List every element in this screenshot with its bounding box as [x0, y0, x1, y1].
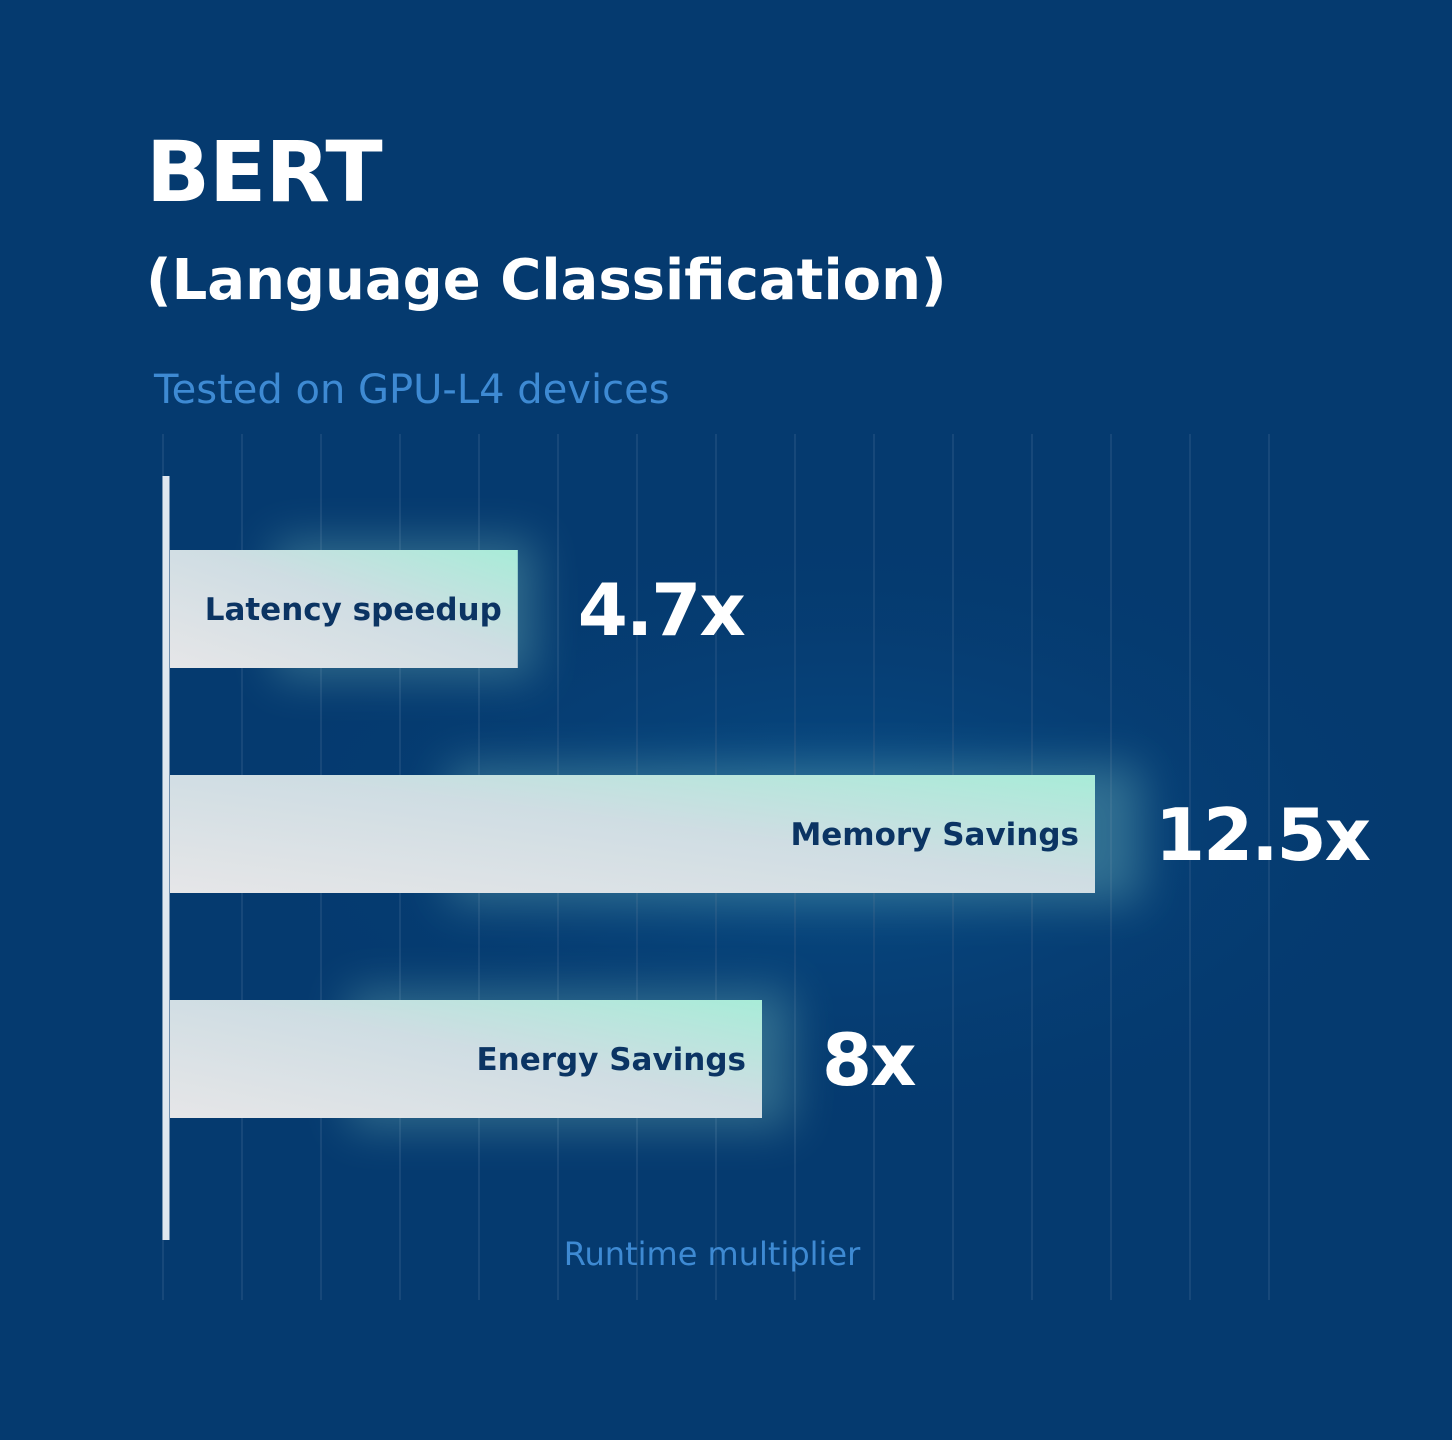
bar-value-label: 8x: [822, 1018, 916, 1102]
bar: [170, 775, 1095, 893]
chart-title: BERT: [146, 123, 383, 221]
bar: [170, 550, 518, 668]
bar-category-label: Energy Savings: [476, 1042, 746, 1078]
bar: [170, 1000, 762, 1118]
bar-category-label: Memory Savings: [790, 817, 1079, 853]
bar-value-label: 4.7x: [578, 568, 746, 652]
chart-subtitle: (Language Classification): [146, 248, 947, 313]
x-axis-title: Runtime multiplier: [564, 1235, 861, 1273]
bar-value-label: 12.5x: [1155, 793, 1371, 877]
bar-category-label: Latency speedup: [205, 592, 502, 628]
chart-caption: Tested on GPU-L4 devices: [154, 367, 670, 413]
